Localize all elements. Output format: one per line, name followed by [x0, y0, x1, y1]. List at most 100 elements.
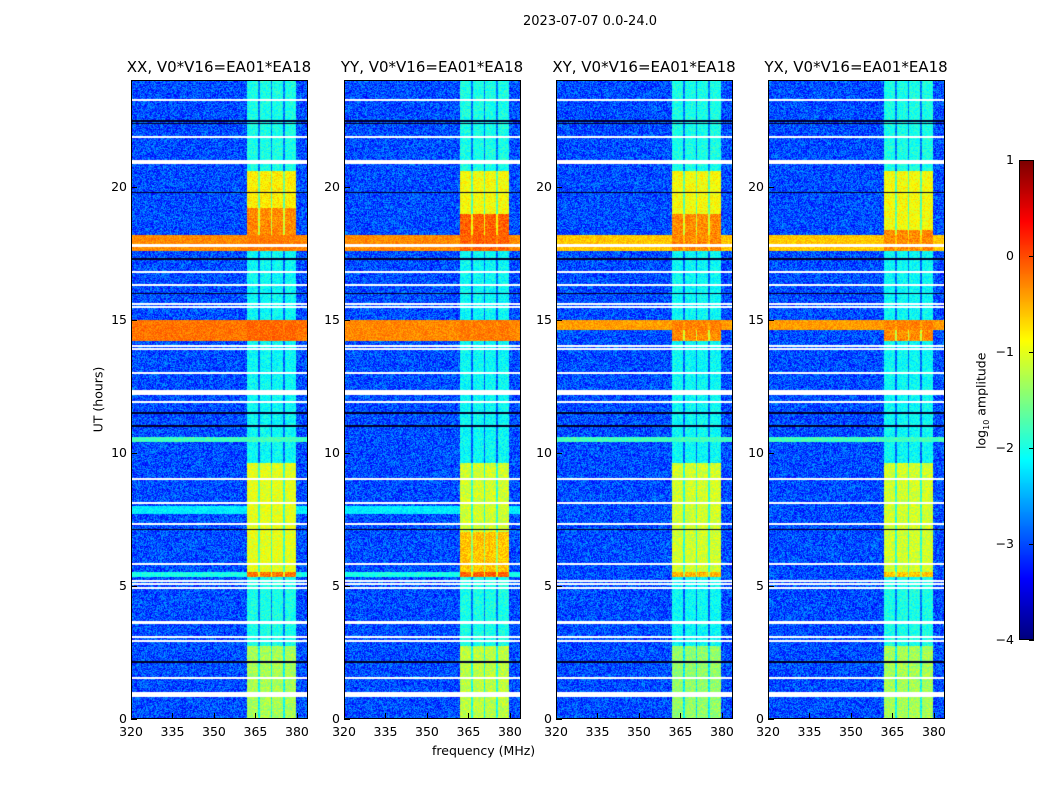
y-tick — [556, 186, 562, 188]
x-tick-label: 380 — [710, 724, 734, 739]
x-tick-label: 335 — [585, 724, 610, 739]
y-axis-label: UT (hours) — [90, 366, 106, 433]
colorbar-tick — [1029, 160, 1034, 161]
x-tick-label: 320 — [119, 724, 143, 739]
y-tick-label: 5 — [756, 577, 764, 593]
colorbar-tick-label: −3 — [995, 536, 1014, 551]
x-axis-label: frequency (MHz) — [432, 743, 536, 758]
x-tick — [344, 713, 345, 719]
y-tick-label: 10 — [111, 444, 127, 460]
x-tick — [933, 713, 935, 719]
x-tick — [468, 713, 470, 719]
heatmap-panel — [131, 80, 308, 719]
colorbar-tick-label: −4 — [995, 632, 1014, 647]
x-tick-label: 320 — [332, 724, 356, 739]
x-tick — [809, 713, 811, 719]
colorbar-label-tail: amplitude — [973, 352, 989, 420]
x-tick-label: 335 — [797, 724, 822, 739]
y-tick — [344, 719, 350, 720]
x-tick — [680, 713, 682, 719]
y-tick — [344, 186, 350, 188]
y-tick-label: 5 — [544, 577, 552, 593]
x-tick — [509, 713, 511, 719]
panel-title: XX, V0*V16=EA01*EA18 — [126, 58, 312, 76]
y-tick-label: 20 — [748, 178, 764, 194]
y-tick-label: 15 — [536, 311, 552, 327]
y-tick-label: 20 — [536, 178, 552, 194]
x-tick — [850, 713, 852, 719]
colorbar-tick — [1029, 640, 1034, 641]
x-tick-label: 380 — [285, 724, 309, 739]
y-tick-label: 20 — [324, 178, 340, 194]
y-tick — [556, 585, 562, 587]
x-tick-label: 365 — [243, 724, 268, 739]
y-tick — [344, 319, 350, 321]
y-tick-label: 15 — [324, 311, 340, 327]
y-tick — [768, 186, 774, 188]
y-tick-label: 0 — [332, 711, 340, 726]
y-tick-label: 5 — [332, 577, 340, 593]
x-tick — [255, 713, 257, 719]
y-tick-label: 15 — [111, 311, 127, 327]
x-tick — [426, 713, 428, 719]
x-tick-label: 365 — [668, 724, 693, 739]
x-tick-label: 320 — [544, 724, 568, 739]
y-tick-label: 5 — [119, 577, 127, 593]
figure-title: 2023-07-07 0.0-24.0 — [523, 14, 657, 29]
y-tick-label: 10 — [324, 444, 340, 460]
y-tick — [768, 719, 774, 720]
y-tick — [131, 319, 137, 321]
colorbar-gradient — [1020, 161, 1033, 639]
x-tick-label: 350 — [415, 724, 439, 739]
y-tick-label: 10 — [748, 444, 764, 460]
y-tick — [768, 452, 774, 454]
y-tick — [556, 452, 562, 454]
y-tick — [131, 719, 137, 720]
x-tick — [385, 713, 387, 719]
x-tick-label: 350 — [627, 724, 651, 739]
x-tick-label: 365 — [880, 724, 905, 739]
x-tick-label: 335 — [160, 724, 185, 739]
panel-title: XY, V0*V16=EA01*EA18 — [552, 58, 736, 76]
y-tick — [556, 319, 562, 321]
colorbar-label-main: log — [973, 429, 989, 449]
heatmap-image — [132, 81, 307, 718]
heatmap-image — [769, 81, 944, 718]
colorbar-tick-label: 1 — [1006, 152, 1014, 167]
colorbar-tick-label: 0 — [1006, 248, 1014, 263]
y-tick-label: 0 — [756, 711, 764, 726]
y-tick — [556, 719, 562, 720]
colorbar-tick — [1029, 448, 1034, 449]
y-tick-label: 20 — [111, 178, 127, 194]
x-tick — [638, 713, 640, 719]
panel-title: YX, V0*V16=EA01*EA18 — [764, 58, 948, 76]
colorbar-tick — [1029, 544, 1034, 545]
colorbar-tick-label: −1 — [995, 344, 1014, 359]
colorbar-tick — [1029, 352, 1034, 353]
heatmap-panel — [768, 80, 945, 719]
x-tick — [892, 713, 894, 719]
x-tick-label: 350 — [202, 724, 226, 739]
y-tick — [131, 452, 137, 454]
heatmap-panel — [556, 80, 733, 719]
y-tick-label: 15 — [748, 311, 764, 327]
x-tick — [556, 713, 557, 719]
colorbar — [1019, 160, 1034, 640]
colorbar-tick — [1029, 256, 1034, 257]
x-tick-label: 380 — [498, 724, 522, 739]
heatmap-panel — [344, 80, 521, 719]
x-tick — [721, 713, 723, 719]
y-tick — [344, 452, 350, 454]
y-tick-label: 0 — [119, 711, 127, 726]
y-tick-label: 0 — [544, 711, 552, 726]
y-tick — [768, 585, 774, 587]
x-tick — [131, 713, 132, 719]
heatmap-image — [345, 81, 520, 718]
x-tick-label: 335 — [373, 724, 398, 739]
heatmap-image — [557, 81, 732, 718]
y-tick-label: 10 — [536, 444, 552, 460]
x-tick-label: 380 — [922, 724, 946, 739]
colorbar-tick-label: −2 — [995, 440, 1014, 455]
x-tick — [597, 713, 599, 719]
colorbar-label-sub: 10 — [981, 419, 991, 430]
